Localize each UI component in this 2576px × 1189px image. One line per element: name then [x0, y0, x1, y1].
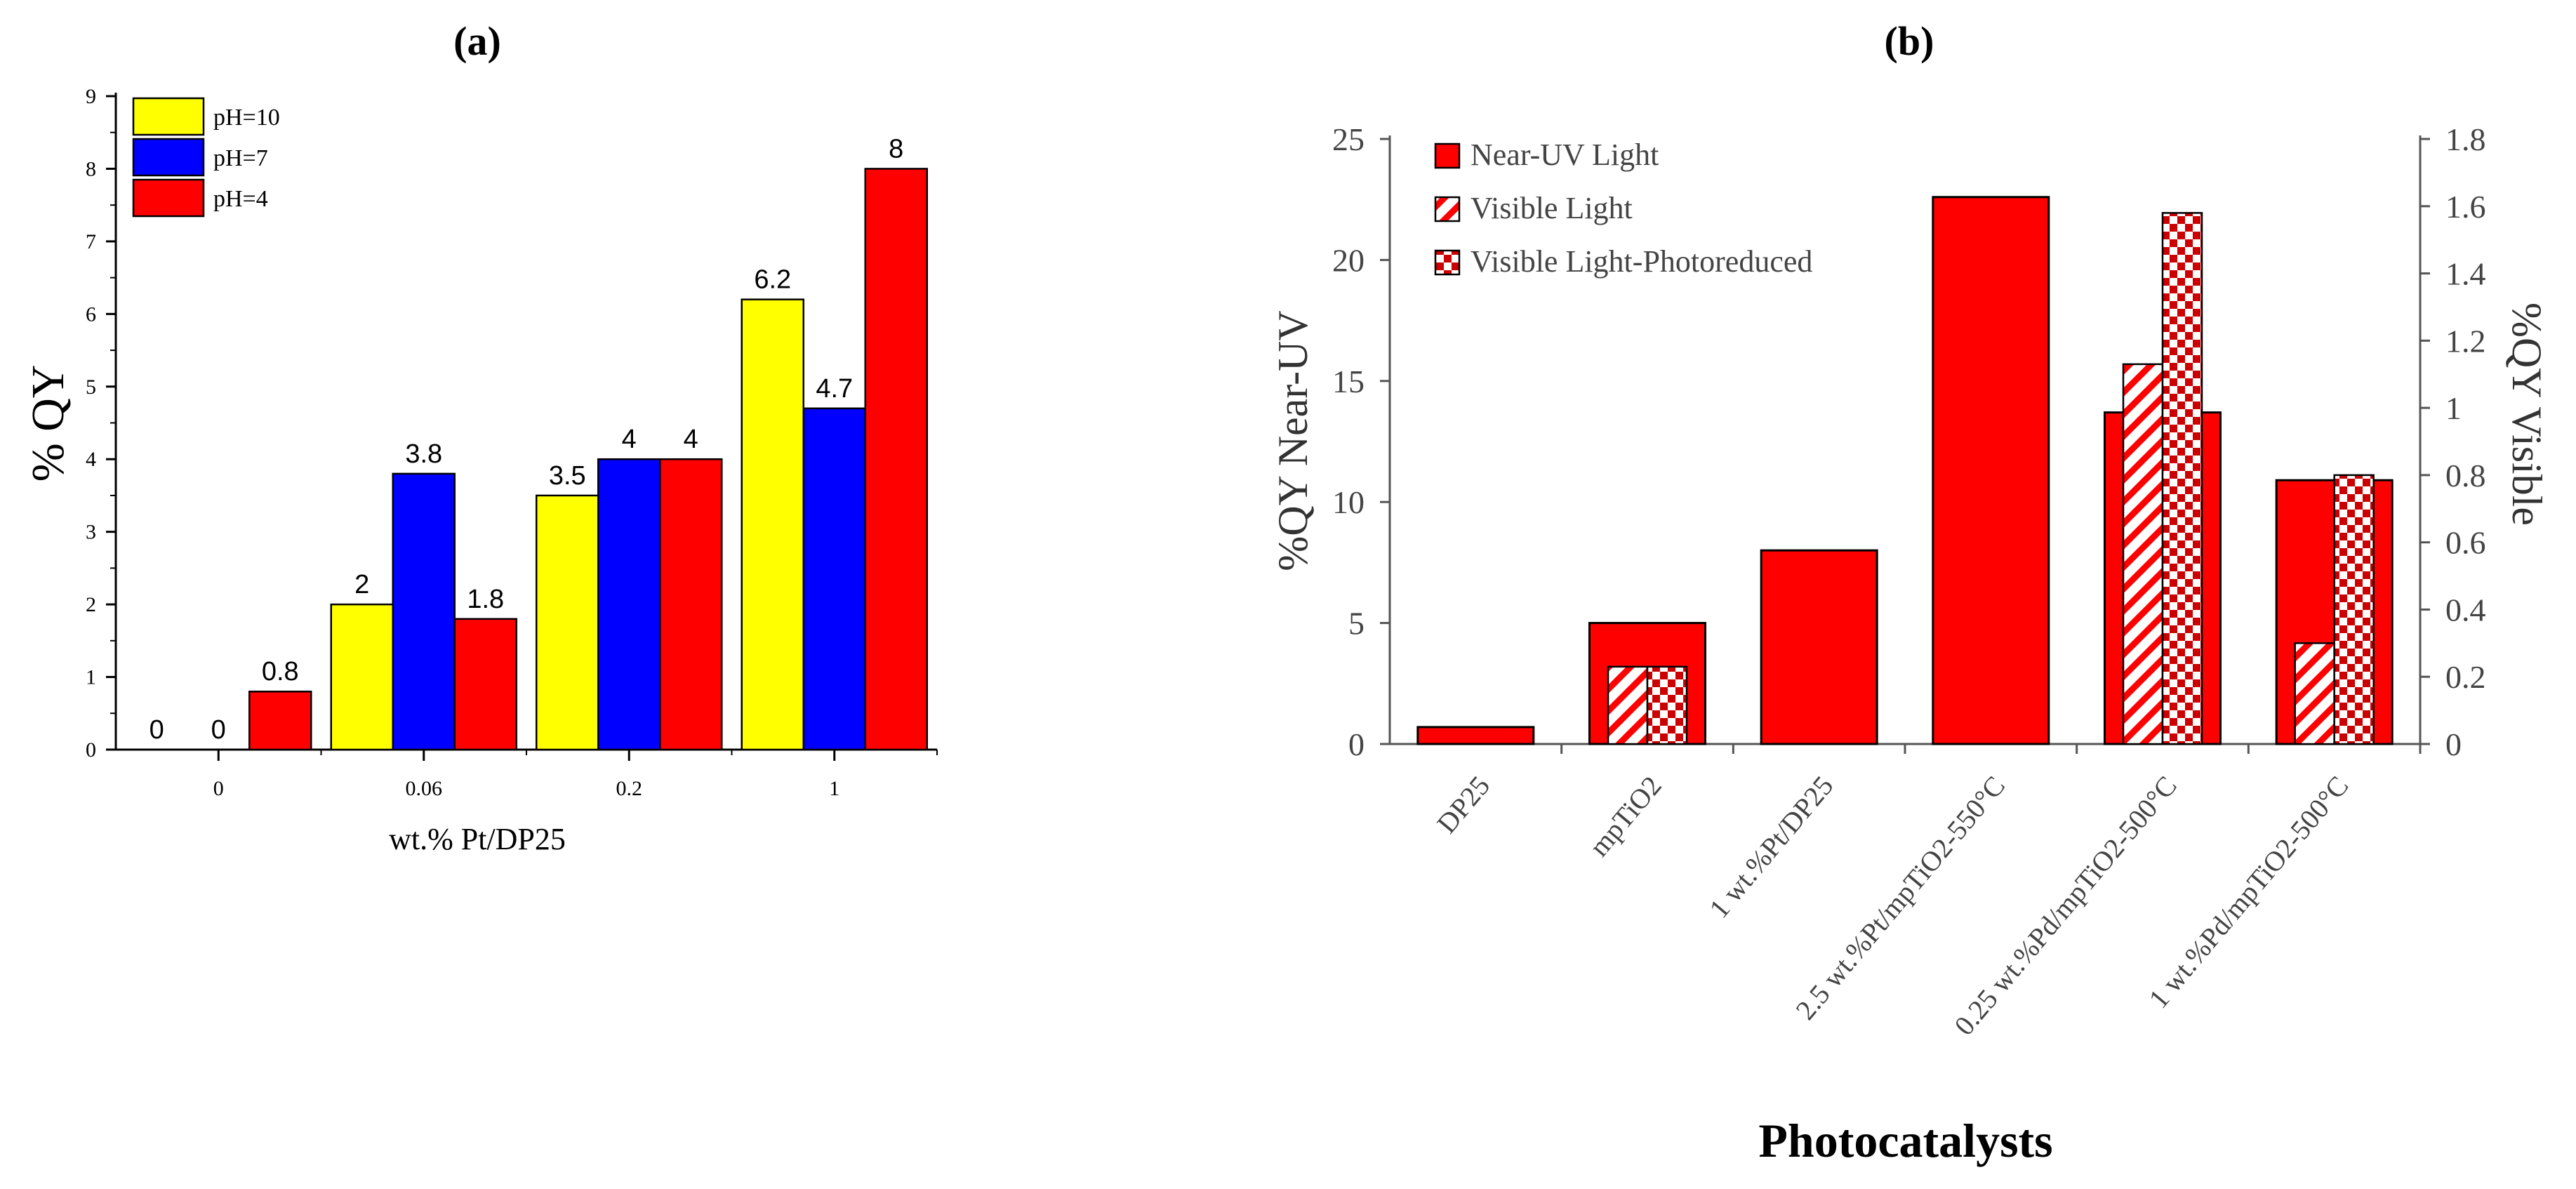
bar-ph7: [392, 472, 456, 751]
bar-ph7: [802, 407, 866, 751]
chart-panel-a: (a) 0 1 2 3 4 5 6 7 8 9 0 0.06 0.2 1 0 0 0.8 2 3.8 1.8 3.5 4…: [22, 18, 938, 856]
panel-b-y-axis-label: %QY Near-UV: [1270, 310, 1316, 571]
data-label: 4: [684, 425, 698, 454]
panel-a-y-tick-label: 3: [86, 521, 96, 544]
panel-b-y-tick-label: 10: [1332, 484, 1365, 520]
panel-b-y2-tick-label: 1.2: [2445, 323, 2486, 359]
panel-b-y2-tick-label: 0: [2445, 726, 2462, 762]
panel-b-title: (b): [1885, 18, 1934, 64]
panel-a-y-tick-label: 4: [86, 448, 96, 471]
panel-a-y-tick-label: 8: [86, 157, 96, 180]
data-label: 3.8: [405, 439, 442, 469]
bar-ph4: [864, 168, 928, 751]
panel-a-x-tick-label: 0: [213, 777, 224, 800]
data-label: 3.5: [549, 461, 586, 491]
bar-visible: [2294, 642, 2335, 745]
legend-label: Visible Light-Photoreduced: [1470, 244, 1812, 279]
data-label: 6.2: [754, 265, 791, 295]
panel-a-y-tick-label: 9: [86, 85, 96, 108]
data-label: 1.8: [467, 585, 504, 614]
data-label: 0: [211, 715, 226, 745]
data-label: 4: [622, 425, 637, 454]
panel-b-y2-tick-label: 0.8: [2445, 458, 2486, 493]
panel-b-y2-axis-label: %QY Visible: [2504, 303, 2550, 526]
panel-a-x-tick-label: 1: [829, 777, 839, 800]
panel-a-x-tick-label: 0.06: [406, 777, 443, 800]
data-label: 8: [889, 134, 903, 164]
bar-ph10: [536, 494, 599, 751]
bar-ph7: [597, 458, 661, 751]
panel-a-y-axis-label: % QY: [22, 365, 74, 482]
panel-b-y-tick-label: 0: [1348, 726, 1365, 762]
panel-b-y-tick-label: 20: [1332, 242, 1365, 278]
panel-a-legend: pH=10 pH=7 pH=4: [132, 97, 280, 218]
data-label: 4.7: [816, 374, 853, 404]
panel-b-y-tick-label: 25: [1332, 121, 1365, 157]
panel-b-x-tick-label: DP25: [1430, 770, 1496, 839]
bar-visible-photoreduced: [2161, 212, 2203, 745]
bar-near-uv: [1416, 726, 1535, 745]
legend-label: Near-UV Light: [1470, 138, 1659, 172]
panel-a-y-tick-label: 0: [86, 738, 96, 762]
bar-ph4: [659, 458, 723, 751]
panel-b-y-tick-label: 5: [1348, 606, 1365, 642]
legend-label: pH=4: [213, 186, 268, 212]
panel-b-y2-tick-label: 1.6: [2445, 189, 2486, 225]
panel-b-y2-tick-label: 0.6: [2445, 525, 2486, 561]
legend-label: pH=10: [213, 105, 280, 131]
legend-swatch: [1434, 142, 1461, 169]
panel-b-y-tick-label: 15: [1332, 364, 1365, 399]
panel-b-y2-tick-label: 1.8: [2445, 121, 2486, 157]
chart-panel-b: (b) 0 5 10 15 20 25 0 0.2 0.4 0.6 0.8 1 1.2 1.4 1.6 1.8…: [1270, 18, 2550, 1167]
panel-b-y2-tick-label: 1.4: [2445, 256, 2486, 292]
legend-swatch: [1434, 196, 1461, 222]
panel-a-data-labels: 0 0 0.8 2 3.8 1.8 3.5 4 4 6.2 4.7 8: [150, 134, 904, 745]
panel-b-x-tick-label: 1 wt.%Pt/DP25: [1703, 770, 1839, 924]
bar-visible: [2122, 363, 2164, 745]
data-label: 0: [150, 715, 164, 745]
panel-b-x-tick-label: 1 wt.%Pd/mpTiO2-500°C: [2142, 770, 2354, 1014]
panel-b-x-axis-label: Photocatalysts: [1758, 1114, 2052, 1167]
bar-ph10: [330, 603, 394, 751]
bar-near-uv: [1760, 549, 1878, 745]
bar-ph4: [248, 690, 312, 751]
panel-a-y-tick-label: 5: [86, 376, 96, 399]
panel-a-y-tick-label: 2: [86, 593, 96, 616]
panel-b-y2-tick-label: 0.2: [2445, 659, 2486, 695]
bar-near-uv: [1932, 196, 2050, 745]
panel-b-bars: [1416, 196, 2394, 745]
panel-b-y2-tick-label: 0.4: [2445, 592, 2486, 627]
panel-b-y2-tick-label: 1: [2445, 390, 2462, 426]
legend-label: Visible Light: [1470, 191, 1633, 225]
panel-a-y-tick-label: 1: [86, 666, 96, 689]
panel-a-title: (a): [453, 18, 501, 64]
bar-visible-photoreduced: [1646, 665, 1688, 745]
data-label: 0.8: [262, 657, 299, 686]
legend-swatch: [132, 178, 205, 218]
bar-ph4: [453, 618, 517, 751]
panel-a-bars: [248, 168, 928, 751]
panel-b-x-tick-label: mpTiO2: [1583, 770, 1668, 863]
panel-b-legend: Near-UV Light Visible Light Visible Light-…: [1434, 138, 1812, 279]
panel-a-y-tick-label: 6: [86, 303, 96, 326]
data-label: 2: [354, 570, 369, 599]
bar-visible: [1607, 665, 1649, 745]
panel-a-y-tick-label: 7: [86, 230, 96, 253]
legend-swatch: [1434, 249, 1461, 276]
bar-visible-photoreduced: [2333, 474, 2375, 745]
legend-label: pH=7: [213, 145, 268, 171]
panel-a-x-axis-label: wt.% Pt/DP25: [389, 822, 566, 856]
legend-swatch: [132, 97, 205, 136]
legend-swatch: [132, 138, 205, 177]
panel-a-x-tick-label: 0.2: [616, 777, 643, 800]
bar-ph10: [741, 298, 804, 751]
